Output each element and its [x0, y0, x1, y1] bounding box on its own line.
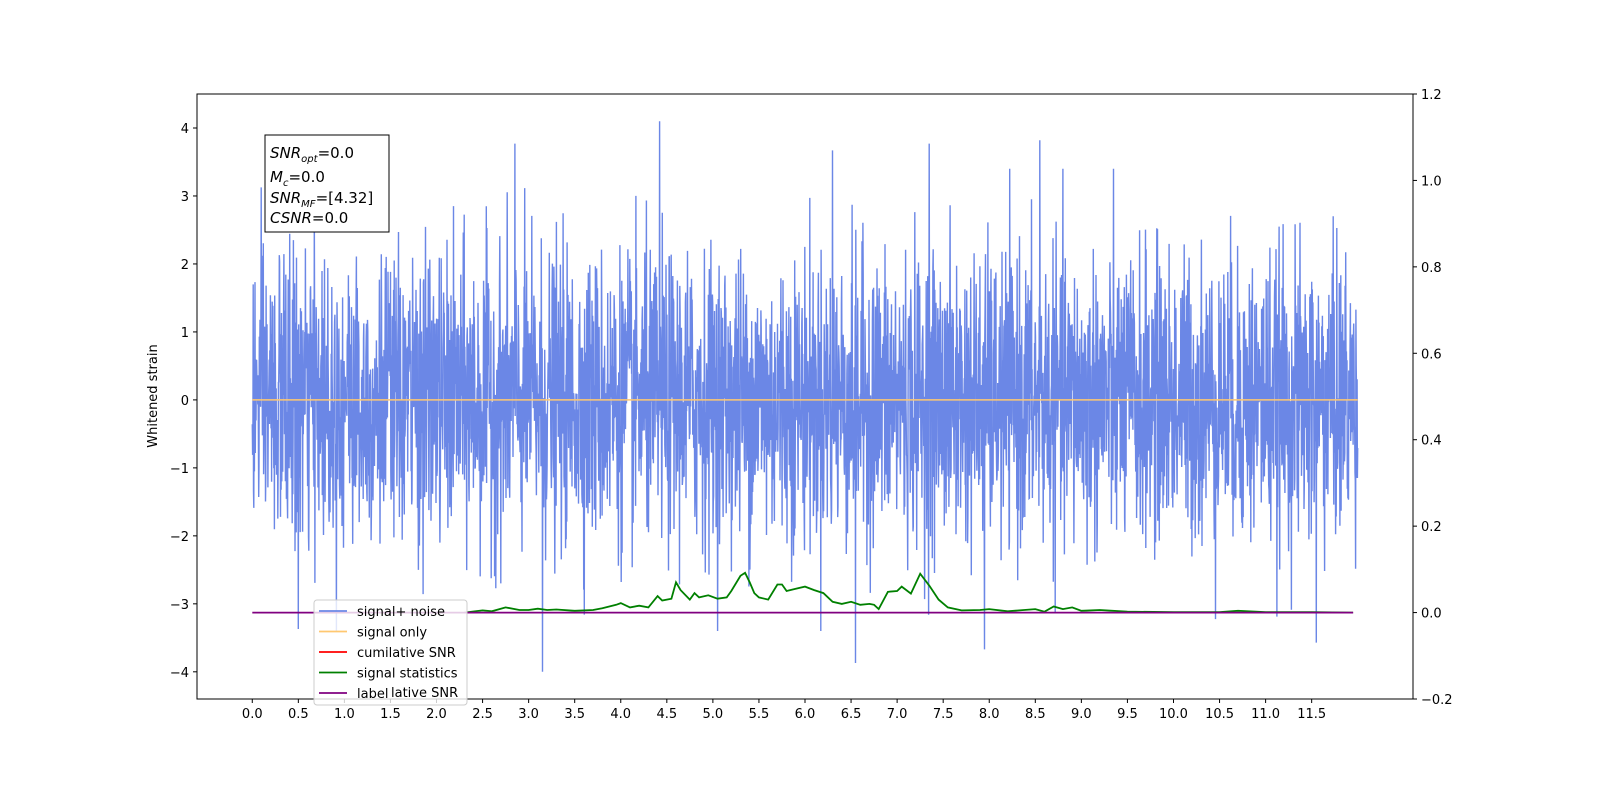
x-tick-label: 3.5 — [564, 707, 585, 722]
x-tick-label: 2.5 — [472, 707, 493, 722]
x-tick-label: 8.0 — [979, 707, 1000, 722]
y2-tick-label: 0.6 — [1421, 347, 1442, 362]
legend-label: label — [357, 687, 388, 702]
x-tick-label: 9.0 — [1071, 707, 1092, 722]
x-tick-label: 3.0 — [518, 707, 539, 722]
x-tick-label: 10.5 — [1205, 707, 1234, 722]
y-tick-label: −2 — [170, 530, 189, 545]
y-axis-left: −4 −3 −2 −1 0 1 2 3 4 — [170, 122, 197, 681]
x-tick-label: 6.0 — [795, 707, 816, 722]
y-tick-label: −4 — [170, 666, 189, 681]
legend: lative SNR signal+ noise signal only cumil… — [313, 599, 468, 706]
y-tick-label: 0 — [181, 394, 189, 409]
x-tick-label: 7.0 — [887, 707, 908, 722]
x-tick-label: 1.0 — [334, 707, 355, 722]
y2-tick-label: −0.2 — [1421, 693, 1453, 708]
x-axis: 0.0 0.5 1.0 1.5 2.0 2.5 3.0 3.5 4.0 4.5 5.0 5.5 6.0 6… — [242, 699, 1326, 722]
legend-entries: signal+ noise signal only cumilative SNR si… — [319, 605, 458, 702]
y-tick-label: 4 — [181, 122, 189, 137]
x-tick-label: 1.5 — [380, 707, 401, 722]
x-tick-label: 7.5 — [933, 707, 954, 722]
legend-label: signal statistics — [357, 667, 458, 682]
legend-label: signal only — [357, 626, 427, 641]
y2-tick-label: 1.2 — [1421, 88, 1442, 103]
y2-tick-label: 1.0 — [1421, 174, 1442, 189]
y-tick-label: 1 — [181, 326, 189, 341]
x-tick-label: 4.5 — [656, 707, 677, 722]
y-tick-label: 2 — [181, 258, 189, 273]
x-tick-label: 2.0 — [426, 707, 447, 722]
series-signal-noise — [251, 121, 1359, 672]
y-tick-label: 3 — [181, 190, 189, 205]
y-axis-right: −0.2 0.0 0.2 0.4 0.6 0.8 1.0 1.2 — [1413, 88, 1453, 708]
y-axis-label: Whitened strain — [146, 344, 161, 447]
legend-box — [313, 599, 468, 706]
y2-tick-label: 0.0 — [1421, 607, 1442, 622]
y-tick-label: −1 — [170, 462, 189, 477]
annotation-snr-mf: SNRMF=[4.32] — [270, 189, 373, 210]
x-tick-label: 11.5 — [1297, 707, 1326, 722]
x-tick-label: 0.5 — [288, 707, 309, 722]
x-tick-label: 8.5 — [1025, 707, 1046, 722]
y2-tick-label: 0.8 — [1421, 261, 1442, 276]
x-tick-label: 6.5 — [841, 707, 862, 722]
y-tick-label: −3 — [170, 598, 189, 613]
annotation-csnr: CSNR=0.0 — [270, 209, 348, 227]
annotation-box: SNRopt=0.0 Mc=0.0 SNRMF=[4.32] CSNR=0.0 — [264, 134, 390, 233]
x-tick-label: 5.0 — [703, 707, 724, 722]
x-tick-label: 9.5 — [1117, 707, 1138, 722]
x-tick-label: 10.0 — [1159, 707, 1188, 722]
legend-label: signal+ noise — [357, 605, 445, 620]
y2-tick-label: 0.2 — [1421, 520, 1442, 535]
x-tick-label: 5.5 — [749, 707, 770, 722]
x-tick-label: 0.0 — [242, 707, 263, 722]
legend-hidden-text: lative SNR — [391, 686, 458, 701]
y2-tick-label: 0.4 — [1421, 434, 1442, 449]
x-tick-label: 4.0 — [610, 707, 631, 722]
x-tick-label: 11.0 — [1251, 707, 1280, 722]
annotation-snr-opt: SNRopt=0.0 — [270, 144, 354, 165]
annotation-m-c: Mc=0.0 — [270, 168, 325, 189]
series-signal-statistics — [464, 571, 1354, 614]
legend-label: cumilative SNR — [357, 646, 456, 661]
